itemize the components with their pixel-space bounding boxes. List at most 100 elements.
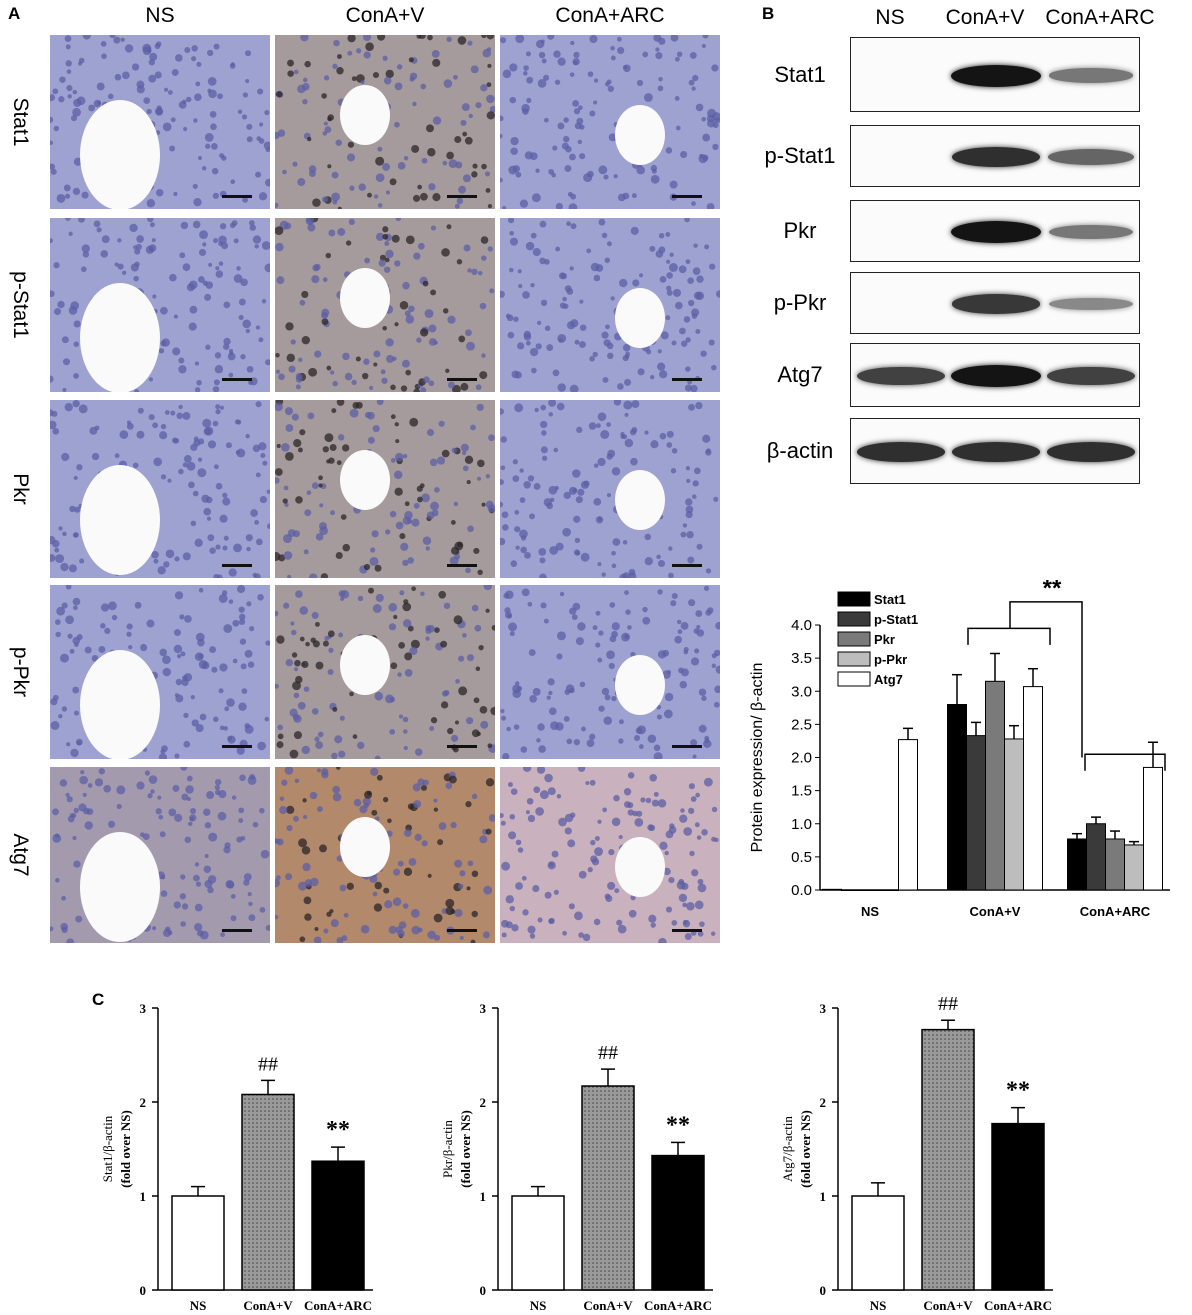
scale-bar bbox=[447, 929, 477, 932]
legend-label: Pkr bbox=[874, 632, 895, 647]
bar bbox=[311, 1160, 365, 1291]
bar bbox=[1023, 686, 1043, 891]
blot-label: Pkr bbox=[783, 218, 817, 243]
y-tick-label: 0 bbox=[140, 1283, 147, 1298]
y-tick-label: 3.5 bbox=[791, 650, 812, 667]
histology-tile bbox=[500, 585, 720, 759]
bar bbox=[1067, 838, 1087, 891]
histology-tile bbox=[500, 767, 720, 943]
x-tick-label: ConA+ARC bbox=[984, 1298, 1052, 1313]
significance-label: ## bbox=[938, 993, 958, 1015]
histology-tile bbox=[50, 767, 270, 943]
y-tick-label: 2 bbox=[820, 1095, 827, 1110]
histology-tile bbox=[50, 585, 270, 759]
scale-bar bbox=[222, 378, 252, 381]
y-axis-label: Atg7/β-actin bbox=[780, 1116, 795, 1182]
bar bbox=[947, 704, 967, 891]
scale-bar bbox=[222, 929, 252, 932]
y-tick-label: 1 bbox=[140, 1189, 147, 1204]
histology-tile bbox=[275, 767, 495, 943]
x-tick-label: ConA+V bbox=[583, 1298, 633, 1313]
x-tick-label: NS bbox=[530, 1298, 547, 1313]
legend-swatch bbox=[837, 651, 871, 667]
scale-bar bbox=[222, 195, 252, 198]
bar bbox=[1004, 738, 1024, 891]
panel-b-letter: B bbox=[762, 4, 775, 23]
blot-band bbox=[951, 365, 1041, 387]
x-tick-label: ConA+V bbox=[243, 1298, 293, 1313]
scale-bar bbox=[672, 195, 702, 198]
legend-swatch bbox=[837, 631, 871, 647]
y-axis-label: Stat1/β-actin bbox=[100, 1115, 115, 1182]
blot-label: β-actin bbox=[766, 438, 834, 463]
blot-band bbox=[952, 294, 1040, 314]
bar bbox=[841, 889, 861, 891]
scale-bar bbox=[672, 564, 702, 567]
panel-c-pkr-chart: 0 1 2 3 Pkr/β-actin (fold over NS) NS ConA+V ## C… bbox=[440, 1001, 713, 1313]
bar bbox=[851, 1195, 905, 1291]
blot-band bbox=[1047, 366, 1135, 386]
y-axis-label: Protein expression/ β-actin bbox=[749, 663, 766, 853]
y-tick-label: 0 bbox=[480, 1283, 487, 1298]
blot-band bbox=[951, 147, 1041, 167]
bar bbox=[171, 1195, 225, 1291]
y-tick-label: 1 bbox=[480, 1189, 487, 1204]
panel-a-row-p-stat1: p-Stat1 bbox=[9, 271, 32, 339]
blot-strip bbox=[850, 418, 1140, 484]
histology-tile bbox=[50, 218, 270, 392]
bar bbox=[898, 739, 918, 891]
blot-strip bbox=[850, 200, 1140, 262]
bar bbox=[1124, 844, 1144, 891]
scale-bar bbox=[672, 745, 702, 748]
panel-a-col-conav: ConA+V bbox=[345, 4, 425, 27]
blot-label: p-Pkr bbox=[773, 290, 827, 315]
bar bbox=[1143, 766, 1163, 891]
y-tick-label: 0 bbox=[820, 1283, 827, 1298]
scale-bar bbox=[447, 195, 477, 198]
x-tick-label: ConA+ARC bbox=[1080, 904, 1151, 919]
y-tick-label: 3 bbox=[480, 1001, 487, 1016]
x-tick-label: ConA+V bbox=[970, 904, 1021, 919]
bar bbox=[581, 1085, 635, 1291]
histology-tile bbox=[500, 35, 720, 209]
blot-col-ns: NS bbox=[875, 6, 905, 29]
bar bbox=[822, 888, 842, 891]
bar bbox=[966, 735, 986, 891]
bar bbox=[921, 1028, 975, 1291]
blot-label: p-Stat1 bbox=[764, 143, 836, 168]
blot-band bbox=[857, 366, 945, 386]
histology-tile bbox=[50, 35, 270, 209]
legend-label: p-Pkr bbox=[874, 652, 907, 667]
y-tick-label: 2.0 bbox=[791, 750, 812, 767]
blot-strip bbox=[850, 125, 1140, 187]
panel-a-col-ns: NS bbox=[145, 4, 175, 27]
blot-band bbox=[951, 442, 1041, 462]
histology-tile bbox=[275, 218, 495, 392]
panel-a-row-atg7: Atg7 bbox=[9, 833, 32, 877]
y-tick-label: 3 bbox=[820, 1001, 827, 1016]
x-tick-label: NS bbox=[190, 1298, 207, 1313]
y-tick-label: 2 bbox=[480, 1095, 487, 1110]
y-tick-label: 2 bbox=[140, 1095, 147, 1110]
histology-tile bbox=[275, 585, 495, 759]
bar bbox=[651, 1154, 705, 1291]
blot-band bbox=[951, 64, 1041, 87]
blot-strip bbox=[850, 343, 1140, 407]
y-axis-sublabel: (fold over NS) bbox=[118, 1110, 133, 1188]
y-tick-label: 1.0 bbox=[791, 816, 812, 833]
panel-a-row-stat1: Stat1 bbox=[9, 97, 32, 147]
scale-bar bbox=[222, 564, 252, 567]
histology-tile bbox=[500, 400, 720, 578]
histology-tile bbox=[275, 35, 495, 209]
bar bbox=[1105, 838, 1125, 891]
significance-label: ## bbox=[258, 1053, 278, 1075]
bar bbox=[985, 680, 1005, 891]
y-tick-label: 1 bbox=[820, 1189, 827, 1204]
blot-label: Stat1 bbox=[774, 61, 826, 87]
scale-bar bbox=[447, 745, 477, 748]
panel-a-row-p-pkr: p-Pkr bbox=[9, 646, 32, 698]
blot-band bbox=[856, 442, 946, 462]
bar bbox=[879, 889, 899, 891]
panel-c-letter: C bbox=[92, 990, 105, 1009]
y-tick-label: 1.5 bbox=[791, 783, 812, 800]
